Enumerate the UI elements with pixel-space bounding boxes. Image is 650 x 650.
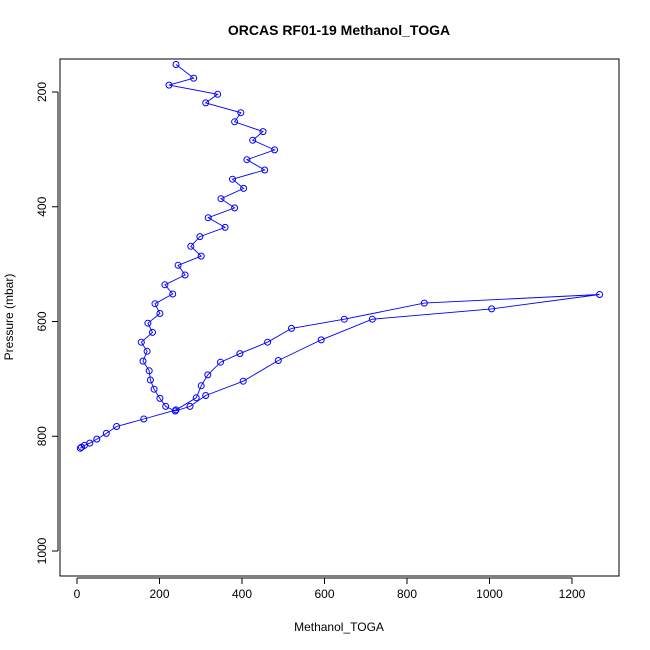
y-tick-label: 400 xyxy=(35,196,49,216)
data-point xyxy=(146,376,154,384)
data-point xyxy=(187,242,195,250)
data-point xyxy=(172,61,180,68)
data-point xyxy=(192,394,200,402)
data-point xyxy=(488,305,496,313)
y-tick-label: 1000 xyxy=(35,537,49,564)
data-point xyxy=(264,338,272,346)
data-point xyxy=(204,214,212,222)
data-point xyxy=(274,357,282,364)
data-point xyxy=(162,402,170,410)
x-tick-label: 800 xyxy=(397,587,417,601)
data-point xyxy=(229,175,236,183)
data-point xyxy=(113,423,121,430)
data-point xyxy=(144,319,152,327)
data-point xyxy=(271,146,279,154)
data-point xyxy=(78,443,85,451)
series-layer xyxy=(76,61,604,452)
data-point xyxy=(368,315,376,323)
data-point xyxy=(214,90,222,98)
data-point xyxy=(171,407,179,415)
data-point xyxy=(190,74,198,82)
chart-title: ORCAS RF01-19 Methanol_TOGA xyxy=(228,22,450,38)
x-axis-title: Methanol_TOGA xyxy=(294,620,384,634)
data-point xyxy=(217,195,225,203)
data-point xyxy=(186,402,194,410)
data-point xyxy=(236,350,244,358)
data-point xyxy=(172,406,180,414)
y-axis-title: Pressure (mbar) xyxy=(2,274,16,361)
y-axis: 200 400 600 800 1000 xyxy=(35,82,59,564)
data-point xyxy=(150,385,158,393)
data-point xyxy=(145,367,153,375)
data-point xyxy=(221,223,229,231)
data-point xyxy=(151,300,159,308)
x-tick-label: 0 xyxy=(74,587,81,601)
data-point xyxy=(237,109,245,117)
data-point xyxy=(140,415,148,423)
x-tick-label: 1000 xyxy=(476,587,503,601)
x-tick-label: 400 xyxy=(232,587,252,601)
data-point xyxy=(143,347,151,355)
x-tick-label: 200 xyxy=(149,587,169,601)
data-point xyxy=(156,310,164,317)
data-point xyxy=(139,357,147,365)
data-point xyxy=(259,128,267,136)
data-point xyxy=(231,118,239,126)
data-point xyxy=(174,261,182,269)
data-point xyxy=(243,156,251,164)
data-point xyxy=(202,392,210,399)
data-point xyxy=(137,338,145,346)
data-point xyxy=(202,99,210,107)
data-point xyxy=(340,315,348,323)
data-point xyxy=(217,358,224,366)
data-point xyxy=(169,290,177,298)
data-point xyxy=(165,81,173,89)
data-point xyxy=(288,324,295,332)
data-point xyxy=(156,394,164,402)
data-point xyxy=(204,371,212,379)
data-point xyxy=(102,429,110,437)
data-point xyxy=(196,233,204,241)
data-point xyxy=(596,291,604,298)
data-point xyxy=(93,435,101,443)
y-tick-label: 200 xyxy=(35,82,49,102)
data-point xyxy=(317,336,325,344)
data-point xyxy=(240,184,248,192)
data-point xyxy=(420,299,428,307)
data-point xyxy=(261,166,269,174)
plot-frame xyxy=(59,58,620,577)
series-line xyxy=(79,64,600,449)
data-point xyxy=(76,444,84,452)
data-point xyxy=(181,271,189,279)
data-point xyxy=(197,252,205,260)
x-axis: 0 200 400 600 800 1000 1200 xyxy=(74,577,586,601)
data-point xyxy=(197,382,205,390)
data-point xyxy=(239,377,247,385)
data-point xyxy=(249,136,257,144)
y-tick-label: 600 xyxy=(35,311,49,331)
x-tick-label: 600 xyxy=(314,587,334,601)
y-tick-label: 800 xyxy=(35,426,49,446)
data-point xyxy=(231,204,239,212)
x-tick-label: 1200 xyxy=(559,587,586,601)
data-point xyxy=(161,281,169,289)
data-point xyxy=(149,328,156,336)
